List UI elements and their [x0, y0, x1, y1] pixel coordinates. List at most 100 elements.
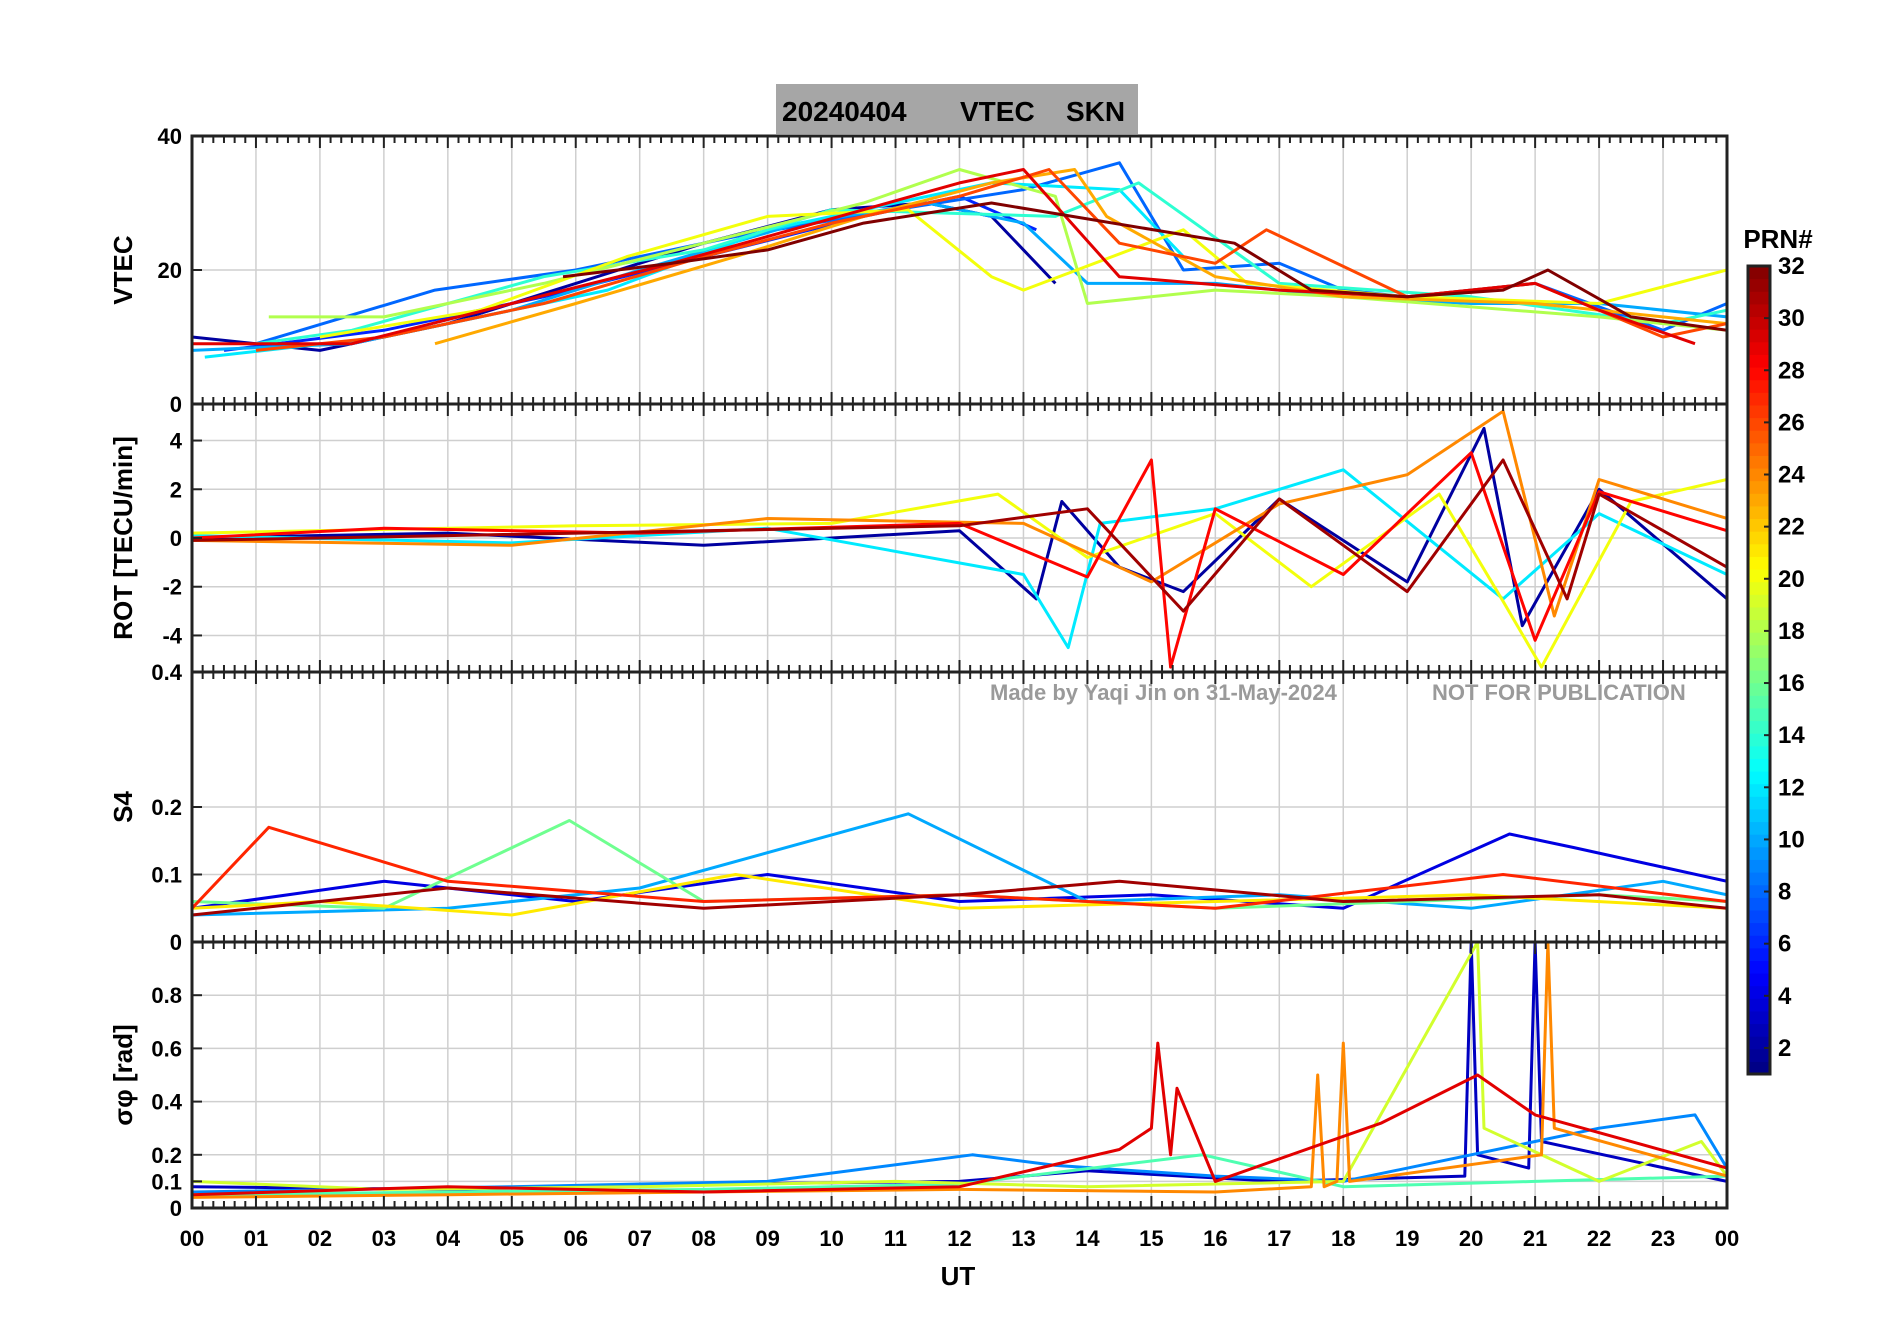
colorbar-segment	[1748, 518, 1770, 532]
y-tick-label: 0	[170, 392, 182, 417]
colorbar-segment	[1748, 430, 1770, 444]
colorbar-segment	[1748, 796, 1770, 810]
colorbar-segment	[1748, 1023, 1770, 1037]
colorbar-segment	[1748, 1061, 1770, 1075]
colorbar-segment	[1748, 581, 1770, 595]
colorbar-segment	[1748, 834, 1770, 848]
colorbar-tick-label: 22	[1778, 514, 1805, 541]
y-tick-label: 4	[170, 429, 183, 454]
colorbar-segment	[1748, 480, 1770, 494]
y-tick-label: 2	[170, 477, 182, 502]
colorbar-segment	[1748, 657, 1770, 671]
y-axis-label: σφ [rad]	[108, 1024, 138, 1125]
colorbar-segment	[1748, 606, 1770, 621]
series-prn-26	[255, 168, 1727, 352]
colorbar-tick-label: 30	[1778, 305, 1805, 332]
panel-s4: 0 0.1 0.2 0.4 S4	[108, 660, 1729, 955]
series-prn-24	[192, 409, 1727, 618]
colorbar-segment	[1748, 619, 1770, 633]
x-tick-label: 04	[436, 1226, 461, 1251]
x-tick-label: 12	[947, 1226, 971, 1251]
colorbar-label: PRN#	[1743, 224, 1813, 254]
x-axis-label: UT	[941, 1261, 976, 1291]
colorbar-tick-label: 2	[1778, 1035, 1791, 1062]
colorbar-tick-label: 4	[1778, 983, 1792, 1010]
y-tick-label: 0	[170, 526, 182, 551]
colorbar-segment	[1748, 468, 1770, 482]
colorbar-segment	[1748, 783, 1770, 797]
series-prn-20	[319, 208, 1727, 339]
colorbar-segment	[1748, 291, 1770, 305]
y-tick-label: -2	[162, 575, 182, 600]
series-prn-32	[562, 201, 1727, 332]
figure-title: 20240404 VTEC SKN	[776, 84, 1138, 134]
y-tick-label: 0	[170, 930, 182, 955]
series-prn-14	[255, 181, 1727, 346]
y-tick-label: 0.8	[151, 983, 182, 1008]
colorbar-tick-label: 20	[1778, 566, 1805, 593]
colorbar-segment	[1748, 644, 1770, 658]
title-box	[776, 84, 1138, 134]
y-tick-label: 0.4	[151, 660, 182, 685]
series-group	[192, 409, 1727, 669]
colorbar-tick-label: 26	[1778, 409, 1805, 436]
colorbar-segment	[1748, 922, 1770, 936]
y-tick-label: 0	[170, 1196, 182, 1221]
y-tick-label: 0.6	[151, 1036, 182, 1061]
series-prn-23	[434, 168, 1727, 346]
series-prn-2	[192, 426, 1727, 628]
colorbar-segment	[1748, 594, 1770, 608]
series-prn-29	[192, 1041, 1727, 1197]
colorbar-tick-label: 32	[1778, 253, 1805, 280]
colorbar-segment	[1748, 935, 1770, 949]
series-group	[192, 942, 1727, 1199]
colorbar-segment	[1748, 771, 1770, 785]
x-tick-label: 11	[884, 1226, 907, 1251]
colorbar-segment	[1748, 872, 1770, 886]
series-prn-15	[192, 1153, 1727, 1197]
colorbar-segment	[1748, 632, 1770, 646]
panel-sigma_phi: 00.10.2 0.4 0.6 0.8 σφ [rad]	[108, 940, 1729, 1221]
title-station: SKN	[1066, 96, 1125, 127]
x-tick-label: 17	[1267, 1226, 1291, 1251]
colorbar-segment	[1748, 505, 1770, 520]
colorbar-segment	[1748, 733, 1770, 747]
colorbar-segment	[1748, 682, 1770, 696]
series-prn-9	[192, 1113, 1727, 1194]
colorbar-segment	[1748, 556, 1770, 570]
y-tick-label: 0.2	[151, 1143, 182, 1168]
colorbar-segment	[1748, 960, 1770, 974]
colorbar-segment	[1748, 859, 1770, 873]
x-tick-label: 18	[1331, 1226, 1355, 1251]
colorbar-tick-label: 16	[1778, 670, 1805, 697]
colorbar-segment	[1748, 329, 1770, 343]
x-tick-label: 19	[1395, 1226, 1419, 1251]
y-tick-label: 0.2	[151, 795, 182, 820]
x-tick-label: 07	[627, 1226, 651, 1251]
colorbar-tick-label: 12	[1778, 774, 1805, 801]
y-tick-label: 20	[158, 258, 182, 283]
x-tick-label: 00	[180, 1226, 204, 1251]
colorbar-tick-label: 28	[1778, 357, 1805, 384]
colorbar-segment	[1748, 745, 1770, 759]
x-tick-label: 10	[819, 1226, 843, 1251]
colorbar-segment	[1748, 947, 1770, 961]
colorbar-segment	[1748, 404, 1770, 419]
colorbar-tick-label: 6	[1778, 931, 1791, 958]
colorbar-segment	[1748, 720, 1770, 734]
y-axis-label: ROT [TECU/min]	[108, 436, 138, 640]
colorbar-segment	[1748, 973, 1770, 987]
colorbar-segment	[1748, 695, 1770, 709]
series-prn-29	[192, 168, 1696, 346]
y-axis-label: S4	[108, 791, 138, 823]
colorbar-segment	[1748, 278, 1770, 292]
x-tick-label: 05	[500, 1226, 524, 1251]
colorbar-segment	[1748, 670, 1770, 684]
y-tick-label: 0.1	[151, 863, 182, 888]
colorbar-segment	[1748, 341, 1770, 355]
title-quantity: VTEC	[960, 96, 1035, 127]
x-tick-label: 00	[1715, 1226, 1739, 1251]
